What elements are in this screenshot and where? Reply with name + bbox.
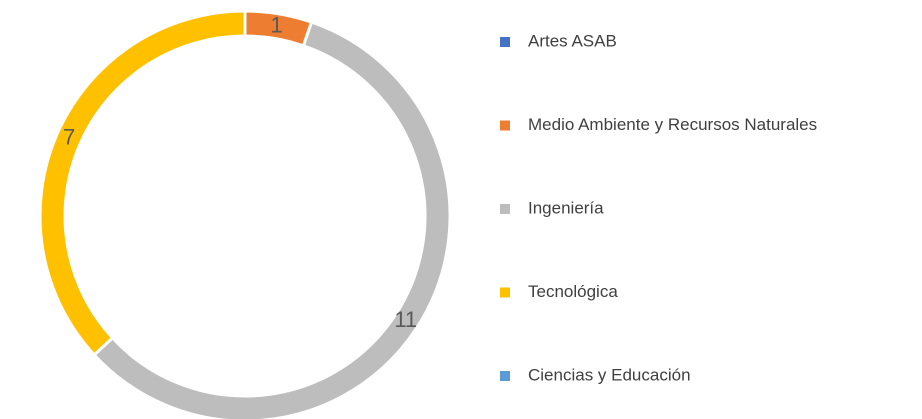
legend-label: Tecnológica [528,282,618,301]
donut-slice [92,20,452,419]
legend-label: Ciencias y Educación [528,365,691,384]
legend-swatch [500,287,510,298]
legend-label: Medio Ambiente y Recursos Naturales [528,115,817,134]
legend-swatch [500,120,510,131]
data-label: 7 [63,125,75,150]
donut-slice [38,9,247,357]
legend-swatch [500,37,510,47]
legend-label: Ingeniería [528,198,604,217]
data-label: 11 [394,307,417,332]
legend-swatch [500,204,510,214]
data-label: 1 [270,12,282,37]
legend-swatch [500,371,510,381]
legend-label: Artes ASAB [528,31,617,50]
